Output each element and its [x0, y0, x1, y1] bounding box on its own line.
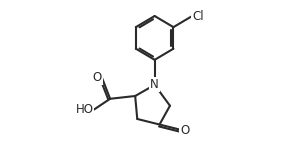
Text: HO: HO — [76, 103, 93, 116]
Text: O: O — [180, 124, 189, 137]
Text: O: O — [93, 71, 102, 84]
Text: Cl: Cl — [192, 9, 204, 23]
Text: N: N — [150, 78, 159, 91]
